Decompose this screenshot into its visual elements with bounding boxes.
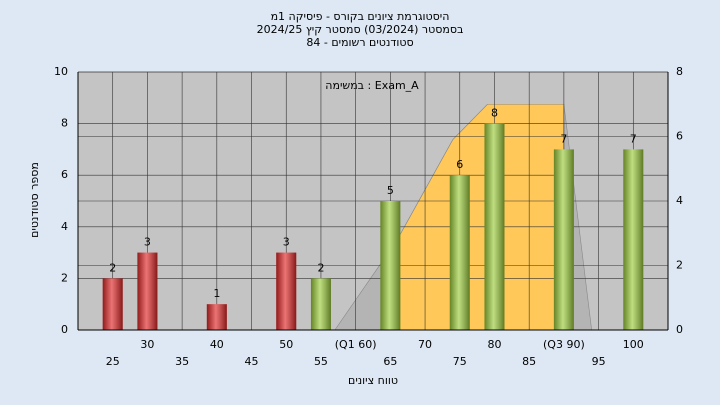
y-tick-label: 0: [61, 323, 68, 336]
y2-tick-label: 2: [676, 259, 683, 272]
value-label: 6: [456, 158, 463, 171]
annotation: במשימה : Exam_A: [325, 79, 419, 92]
value-label: 7: [630, 132, 637, 145]
x-tick-label: 100: [623, 338, 644, 351]
value-label: 5: [387, 184, 394, 197]
y2-tick-label: 4: [676, 194, 683, 207]
bar-shade: [310, 278, 331, 330]
bar-shade: [623, 149, 644, 330]
x-tick-label: 35: [175, 355, 189, 368]
bar-shade: [276, 252, 297, 330]
title-line: בסמסטר (03/2024) סמסטר קיץ 2024/25: [257, 23, 464, 36]
title-line: היסטוגרמת ציונים בקורס - פיסיקה 1מ: [271, 10, 450, 23]
value-label: 8: [491, 107, 498, 120]
x-tick-label: 50: [279, 338, 293, 351]
y-tick-label: 6: [61, 168, 68, 181]
x-tick-label: 45: [245, 355, 259, 368]
title-line: סטודנטים רשומים - 84: [306, 36, 413, 49]
x-tick-label: 70: [418, 338, 432, 351]
bar-shade: [206, 304, 227, 330]
x-tick-label: 30: [140, 338, 154, 351]
y2-tick-label: 6: [676, 130, 683, 143]
x-tick-label: 80: [487, 338, 501, 351]
bar-shade: [380, 201, 401, 330]
bar-shade: [102, 278, 123, 330]
x-tick-label: 75: [453, 355, 467, 368]
value-label: 2: [317, 261, 324, 274]
x-axis-label: טווח ציונים: [348, 374, 398, 387]
x-tick-label: 40: [210, 338, 224, 351]
x-tick-label: 25: [106, 355, 120, 368]
x-tick-label: 95: [592, 355, 606, 368]
bar-shade: [553, 149, 574, 330]
bar-shade: [137, 252, 158, 330]
value-label: 1: [213, 287, 220, 300]
value-label: 3: [144, 236, 151, 249]
bar-shade: [449, 175, 470, 330]
value-label: 2: [109, 261, 116, 274]
value-label: 7: [560, 132, 567, 145]
value-label: 3: [283, 236, 290, 249]
x-tick-label: 85: [522, 355, 536, 368]
y-tick-label: 4: [61, 220, 68, 233]
y-tick-label: 10: [54, 65, 68, 78]
y-tick-label: 8: [61, 117, 68, 130]
y2-tick-label: 0: [676, 323, 683, 336]
x-tick-label: 55: [314, 355, 328, 368]
y-axis-label: מספר סטודנטים: [28, 162, 41, 238]
x-tick-label: 65: [383, 355, 397, 368]
bar-shade: [484, 123, 505, 330]
x-tick-label: (Q1 60): [335, 338, 377, 351]
x-tick-label: (Q3 90): [543, 338, 585, 351]
y2-tick-label: 8: [676, 65, 683, 78]
y-tick-label: 2: [61, 271, 68, 284]
